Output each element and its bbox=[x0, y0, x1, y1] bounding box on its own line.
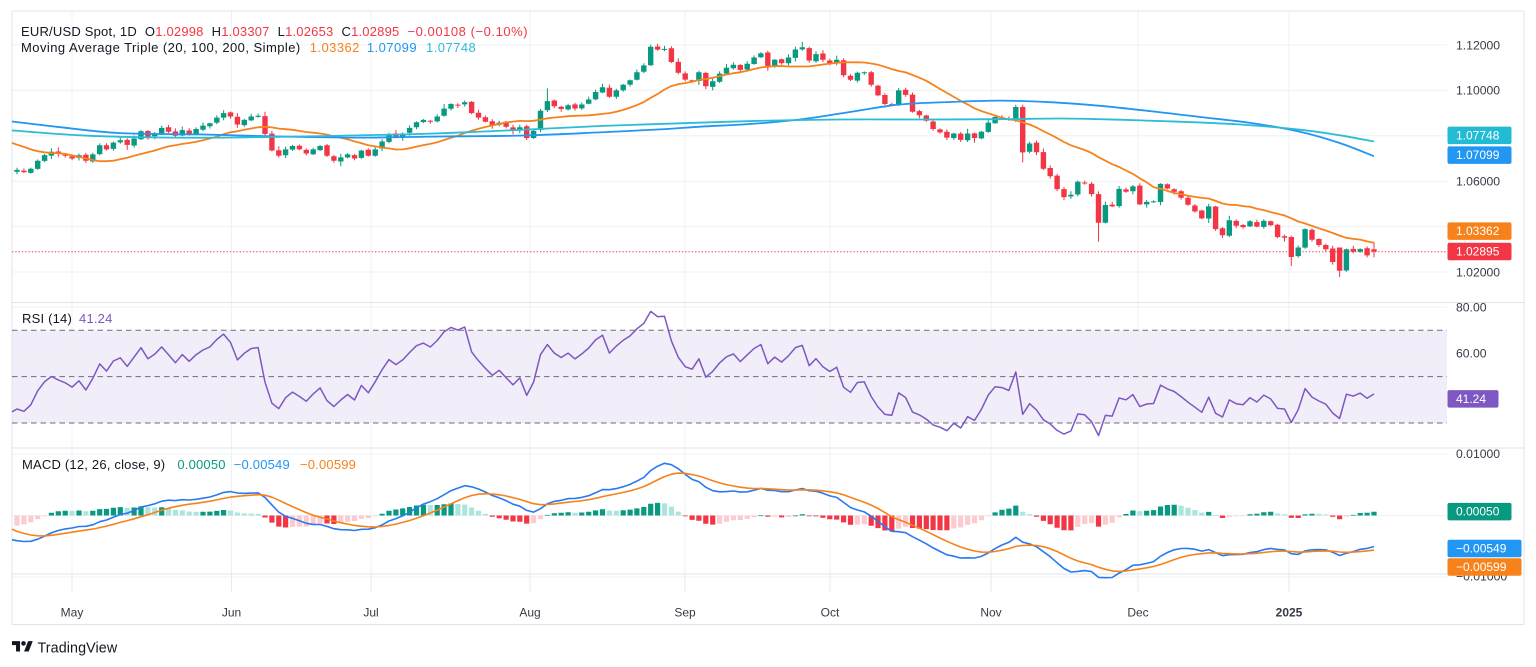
svg-text:RSI (14)41.24: RSI (14) 41.24 bbox=[22, 311, 113, 326]
svg-text:Dec: Dec bbox=[1127, 606, 1148, 620]
svg-text:60.00: 60.00 bbox=[1456, 347, 1487, 361]
svg-text:−0.00599: −0.00599 bbox=[1456, 560, 1507, 574]
svg-text:1.10000: 1.10000 bbox=[1456, 84, 1500, 98]
svg-text:May: May bbox=[61, 606, 84, 620]
svg-text:Sep: Sep bbox=[674, 606, 696, 620]
svg-text:Oct: Oct bbox=[821, 606, 840, 620]
svg-text:Nov: Nov bbox=[980, 606, 1001, 620]
svg-text:80.00: 80.00 bbox=[1456, 300, 1487, 314]
svg-text:Jun: Jun bbox=[222, 606, 241, 620]
svg-text:−0.00549: −0.00549 bbox=[1456, 542, 1507, 556]
svg-text:0.00050: 0.00050 bbox=[1456, 505, 1500, 519]
svg-text:1.07099: 1.07099 bbox=[1456, 148, 1500, 162]
svg-text:1.07748: 1.07748 bbox=[1456, 128, 1500, 142]
svg-text:1.03362: 1.03362 bbox=[1456, 224, 1500, 238]
svg-text:1.02000: 1.02000 bbox=[1456, 265, 1500, 279]
svg-text:41.24: 41.24 bbox=[1456, 392, 1486, 406]
svg-text:1.12000: 1.12000 bbox=[1456, 38, 1500, 52]
svg-text:0.01000: 0.01000 bbox=[1456, 447, 1500, 461]
svg-text:1.06000: 1.06000 bbox=[1456, 175, 1500, 189]
svg-text:Aug: Aug bbox=[519, 606, 540, 620]
svg-text:TradingView: TradingView bbox=[38, 641, 118, 657]
svg-text:Moving Average Triple (20, 100: Moving Average Triple (20, 100, 200, Sim… bbox=[21, 40, 476, 55]
svg-text:1.02895: 1.02895 bbox=[1456, 245, 1500, 259]
svg-text:MACD (12, 26, close, 9)0.00050: MACD (12, 26, close, 9) 0.00050 −0.00549 −0… bbox=[22, 457, 356, 472]
svg-text:Jul: Jul bbox=[363, 606, 378, 620]
svg-text:2025: 2025 bbox=[1276, 606, 1303, 620]
